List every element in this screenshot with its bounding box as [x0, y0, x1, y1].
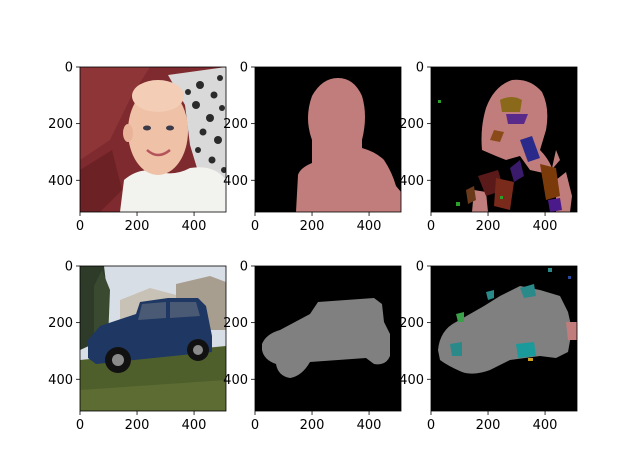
y-tick-label: 400: [223, 174, 248, 189]
x-tick-label: 200: [300, 418, 325, 433]
y-tick-label: 0: [240, 260, 248, 275]
axes-frame: [430, 265, 578, 412]
x-tick-label: 200: [476, 219, 501, 234]
y-tick-label: 400: [399, 174, 424, 189]
x-tick-label: 400: [533, 418, 558, 433]
car-mask: [262, 298, 390, 378]
y-tick-label: 200: [223, 316, 248, 331]
x-tick-label: 0: [427, 418, 435, 433]
axes-frame: [79, 265, 227, 412]
axes-frame: [430, 66, 578, 213]
axes-frame: [254, 265, 402, 412]
y-tick-label: 0: [65, 260, 73, 275]
y-tick-label: 400: [399, 373, 424, 388]
person-mask: [296, 78, 401, 212]
white-shirt: [120, 167, 226, 212]
x-tick-label: 0: [251, 219, 259, 234]
axes-5: 0 200 400 0 200 400: [399, 260, 578, 433]
y-tick-label: 0: [416, 260, 424, 275]
axes-layer: 0 200 400 0 200 400 0 200 400 0 200 400 0 200 400 0 200 4…: [48, 61, 578, 433]
axes-frame: [254, 66, 402, 213]
car-prediction-panel: [431, 266, 577, 411]
x-tick-label: 400: [182, 418, 207, 433]
y-tick-label: 400: [48, 174, 73, 189]
person-prediction-panel: [431, 67, 577, 212]
x-tick-label: 400: [182, 219, 207, 234]
y-tick-label: 200: [399, 316, 424, 331]
person-mask-panel: [255, 67, 401, 212]
baby-photo-panel: [80, 67, 226, 212]
x-tick-label: 400: [533, 219, 558, 234]
car-mask-panel: [255, 266, 401, 411]
x-tick-label: 200: [476, 418, 501, 433]
axes-0: 0 200 400 0 200 400: [48, 61, 227, 234]
y-tick-label: 200: [48, 117, 73, 132]
x-tick-label: 0: [251, 418, 259, 433]
axes-2: 0 200 400 0 200 400: [399, 61, 578, 234]
axes-frame: [79, 66, 227, 213]
axes-3: 0 200 400 0 200 400: [48, 260, 227, 433]
y-tick-label: 200: [48, 316, 73, 331]
axes-1: 0 200 400 0 200 400: [223, 61, 402, 234]
x-tick-label: 400: [357, 418, 382, 433]
x-tick-label: 400: [357, 219, 382, 234]
y-tick-label: 0: [416, 61, 424, 76]
y-tick-label: 400: [48, 373, 73, 388]
axes-4: 0 200 400 0 200 400: [223, 260, 402, 433]
x-tick-label: 200: [300, 219, 325, 234]
car-photo-panel: [80, 266, 226, 411]
x-tick-label: 0: [76, 418, 84, 433]
y-tick-label: 0: [65, 61, 73, 76]
x-tick-label: 200: [125, 418, 150, 433]
x-tick-label: 0: [76, 219, 84, 234]
car-prediction: [438, 286, 572, 374]
x-tick-label: 0: [427, 219, 435, 234]
y-tick-label: 200: [399, 117, 424, 132]
y-tick-label: 0: [240, 61, 248, 76]
y-tick-label: 200: [223, 117, 248, 132]
y-tick-label: 400: [223, 373, 248, 388]
x-tick-label: 200: [125, 219, 150, 234]
